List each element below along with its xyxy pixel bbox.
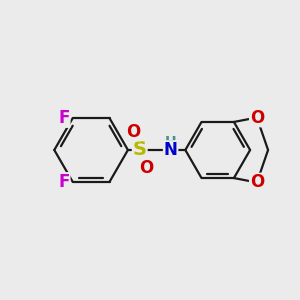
Text: S: S [133,140,147,160]
Text: F: F [58,173,70,191]
Text: N: N [164,141,178,159]
Text: H: H [165,135,176,149]
Text: F: F [58,109,70,127]
Text: O: O [139,159,153,177]
Text: O: O [126,123,140,141]
Text: O: O [250,109,264,127]
Text: O: O [250,173,264,191]
